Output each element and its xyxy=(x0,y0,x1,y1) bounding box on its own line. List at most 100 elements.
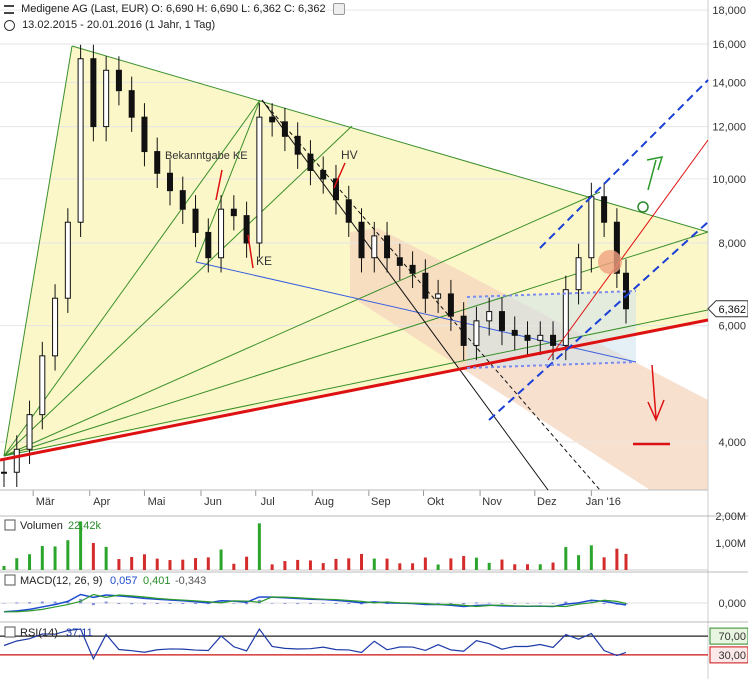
rsi-30-box xyxy=(709,646,748,664)
volume-bar xyxy=(564,547,568,570)
channel-upper xyxy=(539,79,709,249)
price-y-tick: 4,000 xyxy=(718,437,746,449)
box-top xyxy=(466,290,637,298)
price-candle xyxy=(524,334,531,341)
annotation-ke: KE xyxy=(256,254,272,268)
settings-icon[interactable] xyxy=(332,3,345,16)
price-candle xyxy=(575,257,582,291)
volume-bar xyxy=(130,556,134,570)
price-candle xyxy=(192,208,199,233)
volume-bar xyxy=(615,548,619,570)
macd-histogram-bar xyxy=(513,603,517,604)
blue-support-line xyxy=(195,261,637,363)
price-candle xyxy=(1,471,7,474)
volume-bar xyxy=(411,563,415,570)
volume-bar xyxy=(513,564,517,570)
volume-bar xyxy=(270,564,274,570)
rsi-title: RSI(14) xyxy=(20,627,58,639)
fan-line xyxy=(3,125,353,457)
price-candle xyxy=(39,355,46,416)
fan-line xyxy=(3,231,709,457)
chart-title-row: Medigene AG (Last, EUR) O: 6,690 H: 6,69… xyxy=(4,3,345,16)
volume-bar xyxy=(296,559,300,570)
down-arrow xyxy=(647,364,665,422)
price-candle xyxy=(486,311,493,322)
volume-bar xyxy=(474,557,478,570)
volume-bar xyxy=(602,557,606,570)
macd-histogram-bar xyxy=(360,603,364,605)
up-arrow xyxy=(646,156,664,191)
volume-bar xyxy=(117,559,121,570)
price-candle xyxy=(498,311,505,331)
volume-bar xyxy=(219,549,223,570)
macd-histogram-bar xyxy=(117,603,121,605)
volume-bar xyxy=(66,540,70,570)
volume-bar xyxy=(321,563,325,570)
price-candle xyxy=(13,448,20,473)
rsi-value: 37,11 xyxy=(66,627,93,639)
price-candle xyxy=(422,272,429,299)
volume-bar xyxy=(398,563,402,570)
volume-bar xyxy=(500,559,504,570)
fan-line xyxy=(3,309,709,457)
price-x-tick: Jun xyxy=(204,496,222,508)
price-candle xyxy=(320,169,327,180)
rsi-y-tick: 70,00 xyxy=(718,631,746,643)
price-candle xyxy=(371,235,378,259)
volume-bar xyxy=(194,558,198,570)
price-candle xyxy=(90,58,97,128)
volume-bar xyxy=(283,561,287,570)
volume-bar xyxy=(347,558,351,570)
macd-histogram-bar xyxy=(130,603,134,605)
price-y-tick: 8,000 xyxy=(718,238,746,250)
chart-menu-icon[interactable] xyxy=(4,4,14,14)
chart-range: 13.02.2015 - 20.01.2016 (1 Jahr, 1 Tag) xyxy=(22,19,216,31)
volume-bar xyxy=(142,554,146,570)
volume-bar xyxy=(91,542,95,570)
macd-histogram-bar xyxy=(538,602,542,604)
price-x-tick: Jul xyxy=(261,496,275,508)
price-x-tick: Dez xyxy=(537,496,557,508)
volume-bar xyxy=(181,559,185,570)
macd-histogram-bar xyxy=(15,602,19,604)
price-y-tick: 18,000 xyxy=(712,5,746,17)
macd-histogram-bar xyxy=(232,603,236,604)
chart-range-row: 13.02.2015 - 20.01.2016 (1 Jahr, 1 Tag) xyxy=(4,19,215,31)
macd-y-tick: 0,000 xyxy=(718,598,746,610)
volume-bar xyxy=(372,558,376,570)
macd-histogram-bar xyxy=(104,601,108,604)
price-candle xyxy=(435,293,442,299)
macd-histogram-bar xyxy=(40,601,44,604)
annotation-leader xyxy=(215,169,223,201)
volume-bar xyxy=(360,553,364,570)
macd-histogram-bar xyxy=(624,603,628,605)
volume-bar xyxy=(589,545,593,570)
price-candle xyxy=(77,58,84,223)
macd-histogram-bar xyxy=(487,602,491,604)
clock-icon xyxy=(4,19,15,31)
last-price-box xyxy=(707,300,748,318)
macd-histogram-bar xyxy=(168,603,172,604)
macd-signal-value: 0,401 xyxy=(143,575,171,587)
price-candle xyxy=(281,121,288,137)
macd-histogram-bar xyxy=(155,603,159,605)
price-candle xyxy=(218,208,225,259)
macd-histogram-bar xyxy=(500,603,504,604)
volume-bar xyxy=(155,558,159,570)
macd-histogram-bar xyxy=(283,603,287,604)
price-x-tick: Jan '16 xyxy=(586,496,621,508)
macd-title: MACD(12, 26, 9) xyxy=(20,575,103,587)
price-candle xyxy=(601,196,608,223)
volume-bar xyxy=(462,556,466,570)
price-candle xyxy=(115,69,122,92)
volume-bar xyxy=(577,555,581,570)
price-candle xyxy=(307,153,314,171)
volume-bar xyxy=(436,564,440,570)
volume-bar xyxy=(624,553,628,570)
volume-bar xyxy=(40,546,44,570)
volume-bar xyxy=(449,558,453,570)
price-candle xyxy=(205,231,212,259)
price-candle xyxy=(384,235,391,259)
